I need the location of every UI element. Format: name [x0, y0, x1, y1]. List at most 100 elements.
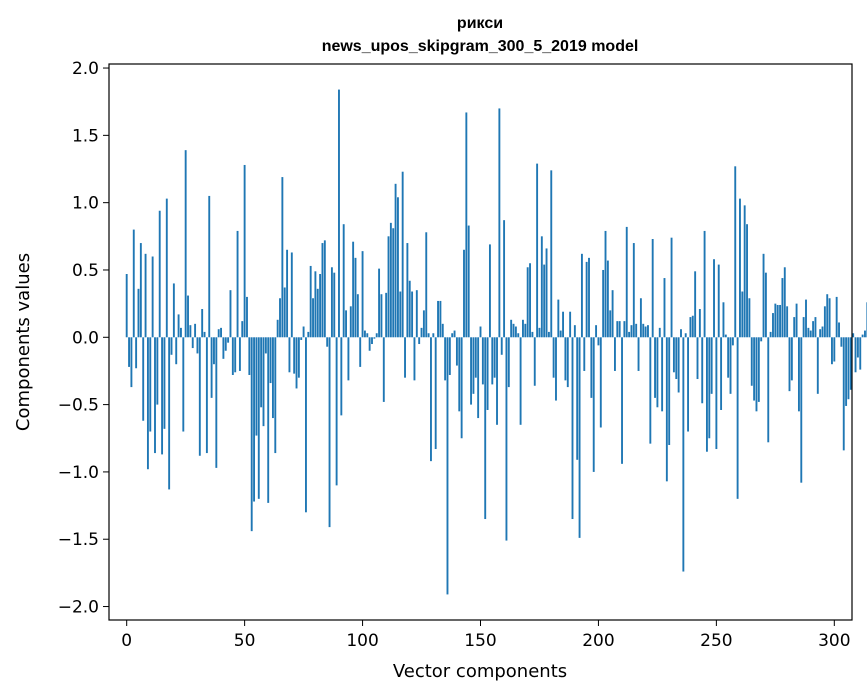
bar — [470, 337, 473, 405]
bar — [378, 268, 381, 338]
bar — [717, 264, 720, 338]
bar — [238, 337, 241, 371]
bar — [576, 337, 579, 460]
bar — [250, 337, 253, 532]
bar — [347, 337, 350, 381]
bar — [816, 337, 819, 394]
bar — [451, 333, 454, 338]
bar — [154, 337, 156, 454]
bar — [757, 337, 760, 402]
bar — [408, 280, 411, 338]
bar — [849, 337, 852, 390]
bar — [458, 337, 461, 412]
bar — [769, 331, 772, 338]
bar — [139, 243, 142, 338]
bar — [168, 337, 171, 490]
bar — [821, 326, 824, 338]
bar — [524, 323, 527, 338]
bar — [389, 222, 392, 338]
bar — [267, 337, 270, 503]
bar — [156, 337, 159, 405]
bar — [472, 337, 475, 394]
bar — [505, 337, 508, 541]
bar — [507, 337, 510, 388]
bar — [618, 321, 621, 338]
bar — [271, 337, 274, 419]
bar — [300, 337, 303, 340]
bar — [220, 327, 222, 338]
bar — [184, 150, 187, 338]
bar — [736, 337, 739, 499]
bar — [460, 337, 463, 439]
bar — [805, 299, 807, 338]
bar — [500, 337, 503, 355]
bar — [580, 253, 583, 338]
bar — [665, 337, 668, 482]
bar — [722, 302, 725, 338]
bar — [205, 337, 208, 454]
bar — [852, 333, 855, 338]
bar — [215, 337, 218, 468]
bar — [684, 333, 687, 338]
bar — [198, 337, 201, 456]
bar — [529, 263, 531, 338]
bar — [375, 333, 378, 338]
bar — [295, 337, 298, 389]
bar — [637, 337, 640, 371]
bar — [486, 337, 489, 410]
bar — [281, 177, 284, 338]
bar — [630, 325, 633, 338]
bar — [132, 229, 135, 338]
bar — [335, 337, 338, 486]
bar — [455, 337, 458, 366]
bar — [201, 309, 204, 338]
bar — [260, 337, 263, 408]
bar — [241, 321, 244, 338]
bar — [599, 337, 602, 428]
bar — [394, 183, 397, 338]
bar — [352, 241, 355, 338]
bar — [208, 195, 211, 338]
bar — [297, 337, 300, 378]
bar — [519, 337, 522, 425]
bar — [163, 337, 166, 429]
bar — [588, 257, 590, 338]
bar — [326, 337, 329, 347]
bar — [307, 331, 310, 338]
bar — [340, 337, 343, 416]
bar — [672, 337, 675, 373]
bar — [312, 298, 314, 338]
bar — [675, 337, 678, 380]
bar — [493, 337, 496, 378]
bar — [484, 337, 487, 520]
bar — [788, 337, 791, 392]
bar — [772, 313, 774, 338]
bar — [823, 306, 826, 338]
bar — [189, 325, 192, 338]
bar — [187, 295, 189, 338]
bar — [488, 244, 491, 338]
bar — [864, 330, 866, 338]
bar — [743, 205, 746, 338]
y-axis-ticks: −2.0 −1.5 −1.0 −0.5 0.0 0.5 1.0 1.5 2.0 — [58, 59, 109, 618]
bar — [632, 243, 635, 338]
bar — [856, 337, 859, 358]
bar — [741, 291, 744, 338]
bar — [670, 237, 673, 338]
bar — [552, 337, 555, 378]
bar — [819, 329, 822, 338]
bar — [701, 337, 704, 404]
bar — [345, 310, 347, 338]
bar — [762, 253, 765, 338]
bar — [559, 330, 562, 338]
chart-subtitle: news_upos_skipgram_300_5_2019 model — [322, 38, 639, 55]
bar — [203, 331, 206, 338]
bar — [767, 337, 770, 443]
bar — [491, 337, 494, 385]
bar — [229, 290, 232, 338]
bar — [861, 334, 864, 338]
bar — [668, 337, 671, 445]
bar — [363, 330, 366, 338]
bar — [517, 333, 520, 338]
bar — [724, 334, 727, 338]
